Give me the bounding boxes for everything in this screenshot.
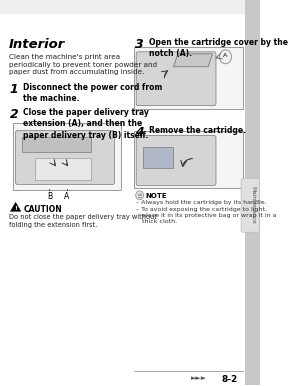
Text: Disconnect the power cord from
the machine.: Disconnect the power cord from the machi… [23, 83, 163, 103]
Bar [22, 137, 91, 152]
FancyBboxPatch shape [16, 130, 115, 185]
Text: !: ! [14, 206, 17, 211]
Text: – Always hold the cartridge by its handle.
– To avoid exposing the cartridge to : – Always hold the cartridge by its handl… [136, 200, 277, 224]
Circle shape [219, 50, 232, 64]
Text: Close the paper delivery tray
extension (A), and then the
paper delivery tray (B: Close the paper delivery tray extension … [23, 108, 149, 139]
Text: Open the cartridge cover by the
notch (A).: Open the cartridge cover by the notch (A… [149, 38, 288, 58]
Text: 1: 1 [10, 83, 18, 96]
Bar [0, 0, 245, 14]
Text: 4: 4 [135, 125, 144, 139]
FancyBboxPatch shape [241, 178, 259, 232]
FancyBboxPatch shape [136, 52, 216, 106]
Text: 3: 3 [135, 38, 144, 51]
Bar [13, 123, 122, 190]
Text: Interior: Interior [9, 38, 65, 51]
Text: 2: 2 [10, 108, 18, 121]
Text: ►►►: ►►► [191, 375, 207, 381]
Bar [134, 47, 243, 108]
Text: 8-2: 8-2 [221, 375, 237, 384]
Circle shape [136, 191, 143, 200]
Text: Maintenance: Maintenance [250, 186, 255, 224]
Text: Do not close the paper delivery tray without
folding the extension first.: Do not close the paper delivery tray wit… [9, 214, 157, 228]
Polygon shape [173, 54, 212, 67]
Bar [35, 159, 91, 180]
Text: CAUTION: CAUTION [23, 205, 62, 214]
Text: Remove the cartridge.: Remove the cartridge. [149, 125, 246, 135]
FancyBboxPatch shape [136, 135, 216, 185]
Text: A: A [64, 192, 69, 201]
Bar [245, 0, 260, 385]
Polygon shape [11, 202, 21, 211]
Text: NOTE: NOTE [146, 193, 167, 199]
Bar [134, 130, 243, 188]
Text: Clean the machine's print area
periodically to prevent toner powder and
paper du: Clean the machine's print area periodica… [9, 54, 157, 75]
Bar [143, 147, 173, 168]
Text: B: B [47, 192, 52, 201]
Text: A: A [224, 53, 228, 58]
